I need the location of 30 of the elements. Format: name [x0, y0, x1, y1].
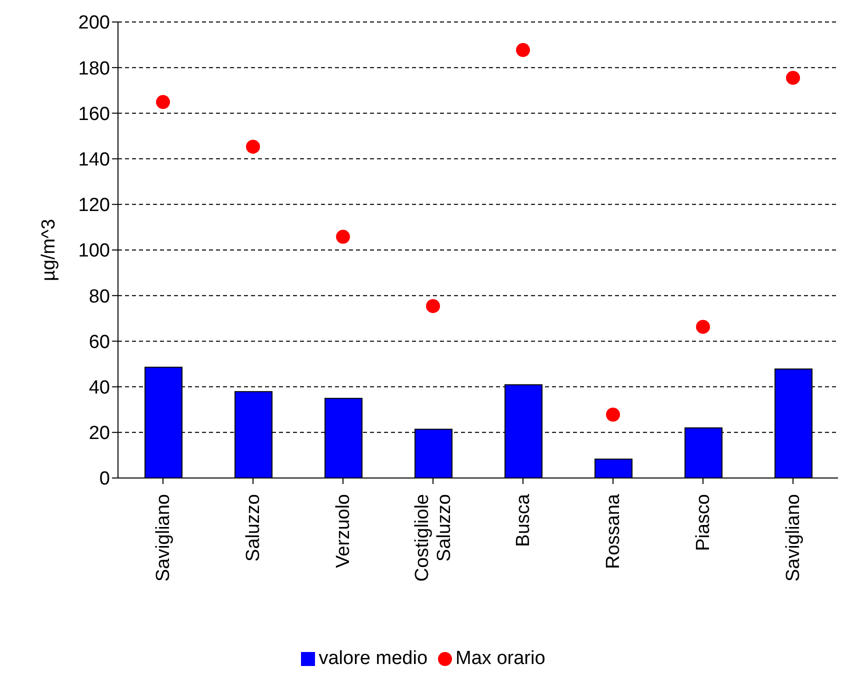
y-tick-label: 0 — [99, 468, 110, 490]
x-tick-label: Saluzzo — [243, 494, 264, 562]
point — [336, 230, 350, 244]
x-tick-label: Savigliano — [153, 494, 174, 582]
point — [516, 43, 530, 58]
y-tick-label: 180 — [78, 58, 110, 80]
point — [246, 140, 260, 154]
x-tick-label: Piasco — [693, 494, 714, 552]
point — [696, 320, 710, 334]
y-axis-title: µg/m^3 — [38, 218, 60, 282]
y-tick-label: 60 — [88, 332, 110, 353]
y-tick-label: 80 — [88, 286, 110, 308]
point — [606, 408, 620, 422]
y-tick-label: 140 — [78, 150, 110, 171]
y-tick-label: 160 — [78, 104, 110, 125]
x-tick-label: Rossana — [603, 494, 624, 569]
x-tick-label: Busca — [513, 494, 534, 547]
point — [426, 299, 440, 314]
legend-label: Max orario — [456, 648, 546, 669]
legend-label: valore medio — [318, 648, 428, 669]
y-tick-label: 20 — [88, 423, 110, 444]
x-tick-label: Verzuolo — [333, 494, 354, 568]
point — [156, 95, 170, 110]
y-tick-label: 100 — [78, 240, 110, 262]
y-tick-label: 40 — [88, 378, 110, 399]
x-tick-label: Costigliole Saluzzo — [412, 494, 455, 582]
y-tick-label: 120 — [78, 195, 110, 216]
y-tick-label: 200 — [78, 12, 110, 34]
x-tick-label: Savigliano — [783, 494, 804, 582]
point — [786, 70, 800, 85]
